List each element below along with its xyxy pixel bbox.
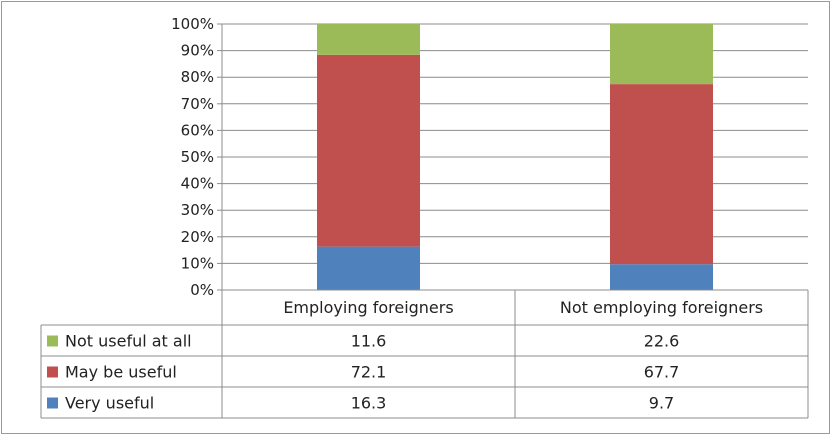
gridlines (217, 23, 808, 291)
bar-may-be-useful (610, 84, 713, 265)
bars (317, 24, 713, 290)
y-tick-label: 70% (181, 95, 214, 113)
y-tick-label: 80% (181, 68, 214, 86)
bar-very-useful (610, 264, 713, 290)
bar-very-useful (317, 246, 420, 290)
data-label: 67.7 (644, 363, 680, 382)
category-label: Not employing foreigners (560, 298, 763, 317)
legend-label: Very useful (65, 394, 154, 413)
y-tick-label: 40% (181, 175, 214, 193)
y-tick-label: 90% (181, 42, 214, 60)
y-tick-label: 30% (181, 201, 214, 219)
data-label: 9.7 (649, 394, 674, 413)
y-tick-label: 10% (181, 254, 214, 272)
bar-not-useful-at-all (317, 24, 420, 55)
legend-swatch (47, 397, 58, 409)
bar-not-useful-at-all (610, 24, 713, 85)
y-tick-label: 100% (171, 15, 214, 33)
data-label: 72.1 (351, 363, 387, 382)
y-tick-label: 50% (181, 148, 214, 166)
y-tick-label: 20% (181, 228, 214, 246)
data-label: 22.6 (644, 332, 680, 351)
legend-label: May be useful (65, 363, 177, 382)
y-tick-label: 0% (190, 281, 214, 299)
legend-swatch (47, 335, 58, 347)
category-label: Employing foreigners (283, 298, 453, 317)
y-axis-ticks: 0% 10% 20% 30% 40% 50% 60% 70% 80% 90% 100% (171, 15, 214, 299)
legend-label: Not useful at all (65, 332, 192, 351)
data-label: 11.6 (351, 332, 387, 351)
data-table: Employing foreigners Not employing foreig… (40, 289, 809, 419)
legend-swatch (47, 366, 58, 378)
bar-may-be-useful (317, 54, 420, 247)
y-tick-label: 60% (181, 121, 214, 139)
data-label: 16.3 (351, 394, 387, 413)
